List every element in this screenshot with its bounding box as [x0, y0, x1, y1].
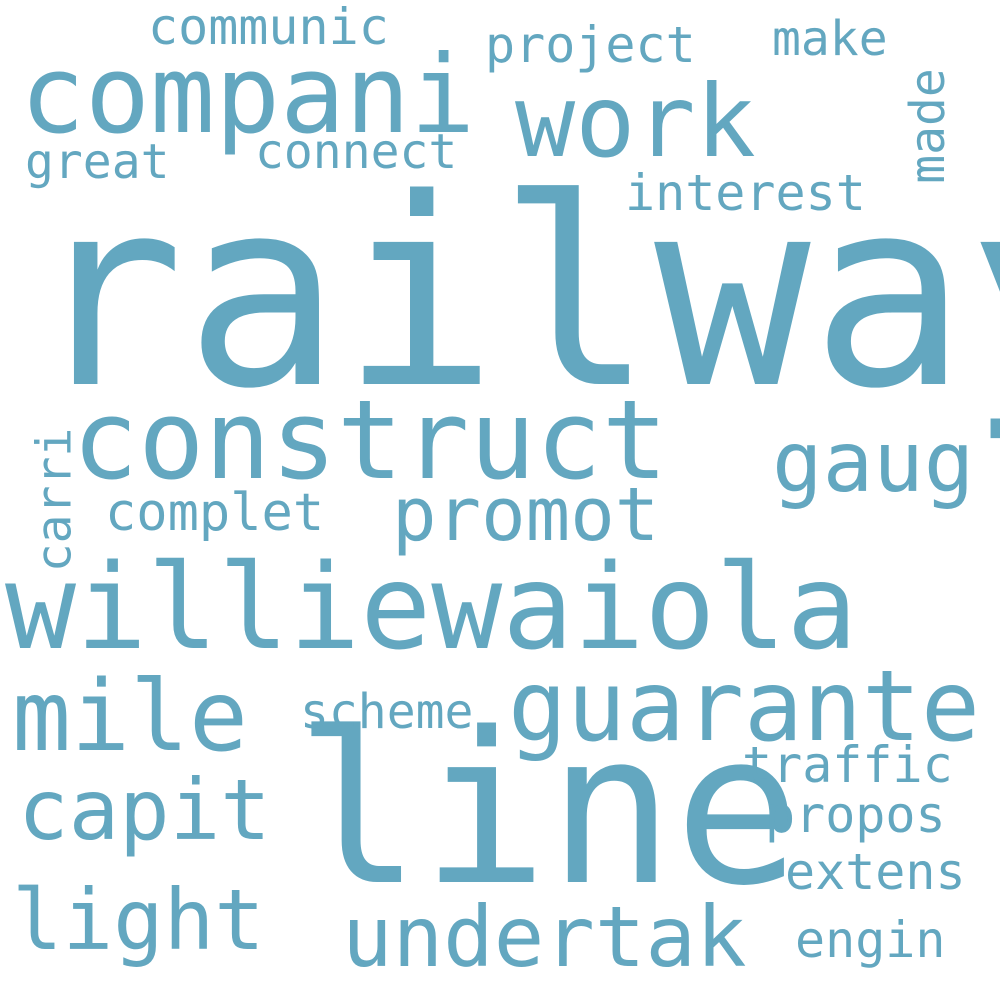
word-traffic: traffic — [742, 736, 953, 794]
word-williewaiola: williewaiola — [5, 538, 858, 676]
word-project: project — [485, 16, 696, 74]
word-line: line — [295, 687, 801, 932]
word-undertak: undertak — [342, 888, 747, 986]
word-scheme: scheme — [300, 684, 474, 740]
word-make: make — [772, 11, 888, 67]
word-construct: construct — [72, 376, 669, 504]
word-guarante: guarante — [508, 650, 981, 764]
word-interest: interest — [625, 164, 866, 222]
word-made: made — [899, 68, 956, 184]
word-gaug: gaug — [772, 413, 975, 511]
word-promot: promot — [392, 472, 660, 558]
word-great: great — [25, 134, 170, 190]
word-communic: communic — [148, 0, 389, 56]
word-extens: extens — [785, 843, 966, 901]
word-complet: complet — [105, 483, 325, 543]
word-propos: propos — [765, 786, 946, 844]
word-light: light — [12, 871, 265, 969]
word-mile: mile — [12, 660, 249, 774]
word-carri: carri — [26, 427, 83, 573]
word-work: work — [515, 63, 756, 180]
word-connect: connect — [255, 124, 458, 180]
word-compani: compani — [20, 33, 476, 158]
word-railway: railway — [28, 144, 1000, 446]
word-capit: capit — [18, 761, 271, 859]
word-engin: engin — [795, 911, 946, 969]
